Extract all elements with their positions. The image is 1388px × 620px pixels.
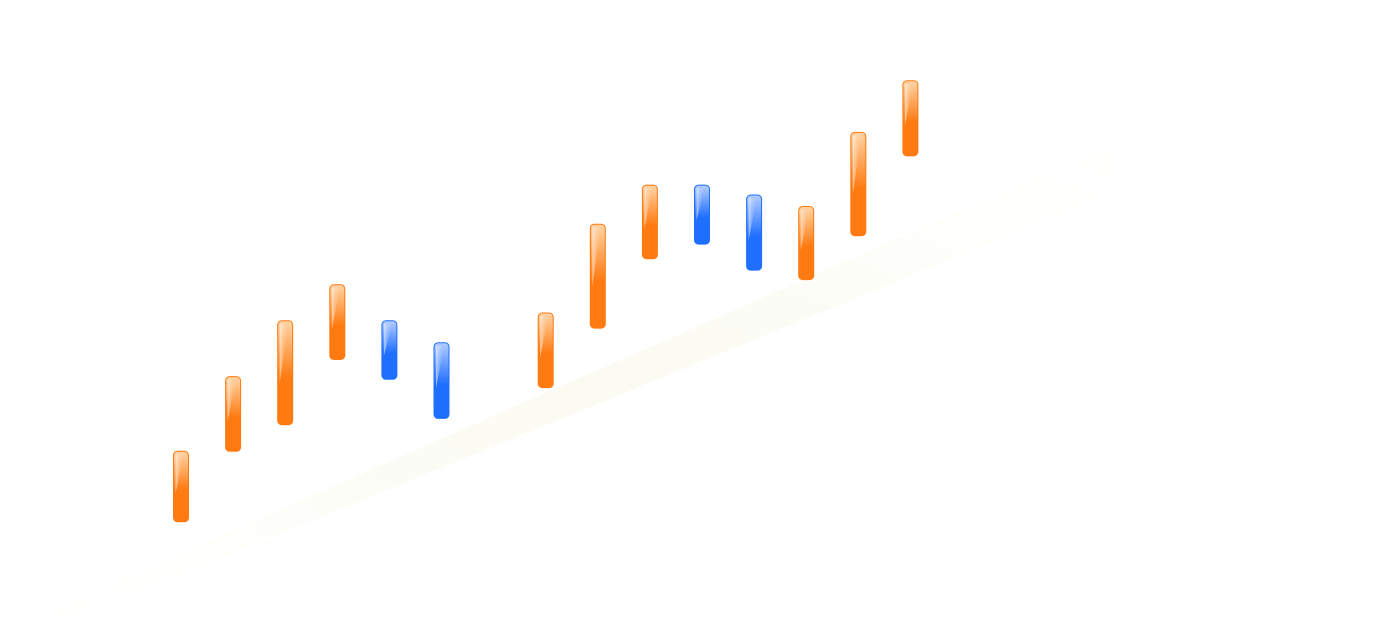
candle: [173, 450, 189, 523]
candle-gloss: [696, 188, 705, 221]
floor-shadow: [40, 145, 1120, 620]
candle-gloss: [279, 323, 288, 384]
candle-gloss: [227, 379, 236, 422]
candle: [798, 205, 815, 281]
candle: [277, 320, 294, 426]
candle-gloss: [800, 209, 809, 251]
candle: [225, 376, 242, 452]
candle: [381, 320, 398, 380]
candle-gloss: [331, 287, 341, 330]
candles-layer: [173, 80, 919, 523]
candle: [329, 284, 346, 360]
candle: [589, 223, 606, 329]
candle: [537, 312, 554, 389]
candle-gloss: [748, 198, 757, 241]
candle-gloss: [852, 135, 862, 195]
candle-gloss: [644, 188, 653, 230]
candle-gloss: [436, 345, 445, 389]
candle: [433, 342, 450, 419]
candle: [902, 80, 919, 157]
candle-gloss: [175, 454, 184, 494]
candle-gloss: [540, 315, 549, 358]
candle: [694, 184, 710, 245]
candle-gloss: [383, 323, 393, 356]
candle: [641, 184, 658, 260]
candle: [850, 131, 867, 237]
candle-gloss: [592, 227, 601, 287]
candle-gloss: [904, 83, 914, 126]
candle: [746, 194, 763, 271]
